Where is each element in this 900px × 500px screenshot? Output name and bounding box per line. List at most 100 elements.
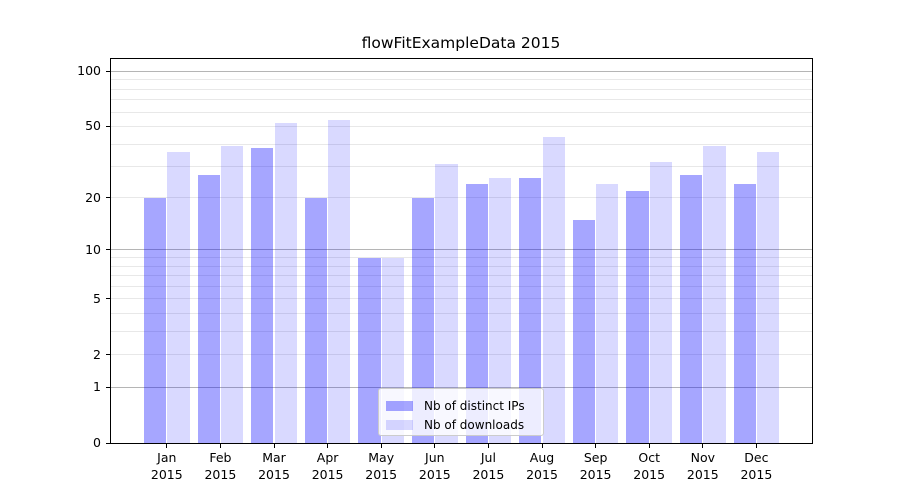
- bar-oct-ips: [626, 190, 649, 443]
- x-tick-label: Dec 2015: [728, 450, 784, 483]
- x-tick-label: Mar 2015: [246, 450, 302, 483]
- x-tick-month: Aug: [529, 450, 555, 465]
- minor-gridline: [111, 265, 812, 267]
- x-tick: [434, 443, 436, 448]
- legend-item-downloads: Nb of downloads: [379, 418, 524, 432]
- bar-mar-downloads: [274, 123, 297, 443]
- legend-swatch-distinct-ips: [386, 400, 413, 412]
- bar-nov-downloads: [703, 146, 726, 443]
- legend: Nb of distinct IPs Nb of downloads: [378, 388, 544, 436]
- bar-feb-downloads: [221, 146, 244, 443]
- x-tick-month: Jun: [425, 450, 445, 465]
- bar-nov-ips: [679, 174, 703, 443]
- bar-apr-ips: [304, 197, 327, 443]
- x-tick-month: Jan: [157, 450, 177, 465]
- x-tick-month: Jul: [480, 450, 496, 465]
- bar-jul-downloads: [489, 177, 512, 443]
- x-tick-year: 2015: [418, 466, 451, 482]
- bar-mar-ips: [251, 148, 274, 443]
- x-tick: [166, 443, 168, 448]
- y-tick: [106, 354, 111, 356]
- major-gridline: [111, 386, 812, 388]
- x-tick-year: 2015: [204, 466, 237, 482]
- legend-swatch-downloads: [386, 419, 413, 431]
- x-tick-label: Jun 2015: [407, 450, 463, 483]
- minor-gridline: [111, 99, 812, 101]
- minor-gridline: [111, 298, 812, 300]
- bar-dec-downloads: [757, 152, 780, 443]
- x-tick: [755, 443, 757, 448]
- bar-apr-downloads: [328, 120, 351, 443]
- minor-gridline: [111, 257, 812, 259]
- bar-dec-ips: [733, 183, 756, 443]
- x-tick-year: 2015: [526, 466, 558, 482]
- bar-jun-downloads: [435, 164, 458, 443]
- bar-jun-ips: [411, 197, 435, 443]
- minor-gridline: [111, 125, 812, 127]
- major-gridline: [111, 249, 812, 251]
- x-tick-month: Sep: [583, 450, 608, 465]
- bar-oct-downloads: [649, 161, 673, 443]
- minor-gridline: [111, 312, 812, 314]
- bar-jan-downloads: [167, 152, 190, 443]
- minor-gridline: [111, 275, 812, 277]
- y-tick-label: 10: [85, 241, 101, 257]
- x-tick-label: Oct 2015: [621, 450, 677, 483]
- x-tick: [595, 443, 597, 448]
- x-tick-month: Feb: [209, 450, 232, 465]
- x-tick-month: Mar: [262, 450, 286, 465]
- minor-gridline: [111, 330, 812, 332]
- x-tick: [541, 443, 543, 448]
- y-tick: [106, 386, 111, 388]
- x-tick-month: Dec: [744, 450, 769, 465]
- x-tick: [273, 443, 275, 448]
- chart-title: flowFitExampleData 2015: [361, 34, 561, 52]
- legend-item-distinct-ips: Nb of distinct IPs: [379, 399, 525, 413]
- x-tick-month: Apr: [316, 450, 339, 465]
- bar-aug-ips: [519, 177, 542, 443]
- x-tick: [487, 443, 489, 448]
- minor-gridline: [111, 111, 812, 113]
- x-tick-label: Feb 2015: [192, 450, 248, 483]
- x-tick-year: 2015: [472, 466, 505, 482]
- bar-sep-ips: [572, 219, 595, 443]
- x-tick-label: Jul 2015: [460, 450, 516, 483]
- y-tick: [106, 197, 111, 199]
- x-tick-year: 2015: [740, 466, 773, 482]
- x-tick-label: Jan 2015: [139, 450, 195, 483]
- minor-gridline: [111, 166, 812, 168]
- minor-gridline: [111, 285, 812, 287]
- y-tick: [106, 298, 111, 300]
- x-tick-label: Sep 2015: [568, 450, 624, 483]
- legend-label-distinct-ips: Nb of distinct IPs: [424, 399, 525, 413]
- y-tick-label: 50: [85, 118, 101, 134]
- x-tick-year: 2015: [686, 466, 719, 482]
- minor-gridline: [111, 354, 812, 356]
- minor-gridline: [111, 197, 812, 199]
- x-tick-label: Aug 2015: [514, 450, 570, 483]
- x-tick-year: 2015: [258, 466, 290, 482]
- y-tick-label: 0: [93, 435, 101, 450]
- x-tick: [219, 443, 221, 448]
- bar-aug-downloads: [542, 136, 565, 443]
- minor-gridline: [111, 88, 812, 90]
- x-tick: [327, 443, 329, 448]
- y-tick: [106, 249, 111, 251]
- x-tick: [648, 443, 650, 448]
- y-tick-label: 1: [93, 379, 101, 395]
- y-tick: [106, 442, 111, 444]
- x-tick-year: 2015: [311, 466, 344, 482]
- minor-gridline: [111, 79, 812, 81]
- bar-feb-ips: [197, 174, 220, 443]
- x-tick-month: Oct: [638, 450, 660, 465]
- y-tick: [106, 125, 111, 127]
- minor-gridline: [111, 143, 812, 145]
- major-gridline: [111, 70, 812, 72]
- legend-label-downloads: Nb of downloads: [424, 418, 525, 432]
- y-tick-label: 20: [85, 189, 101, 205]
- bar-jan-ips: [143, 197, 167, 443]
- x-tick-year: 2015: [365, 466, 398, 482]
- x-tick: [380, 443, 382, 448]
- bar-may-ips: [358, 257, 381, 443]
